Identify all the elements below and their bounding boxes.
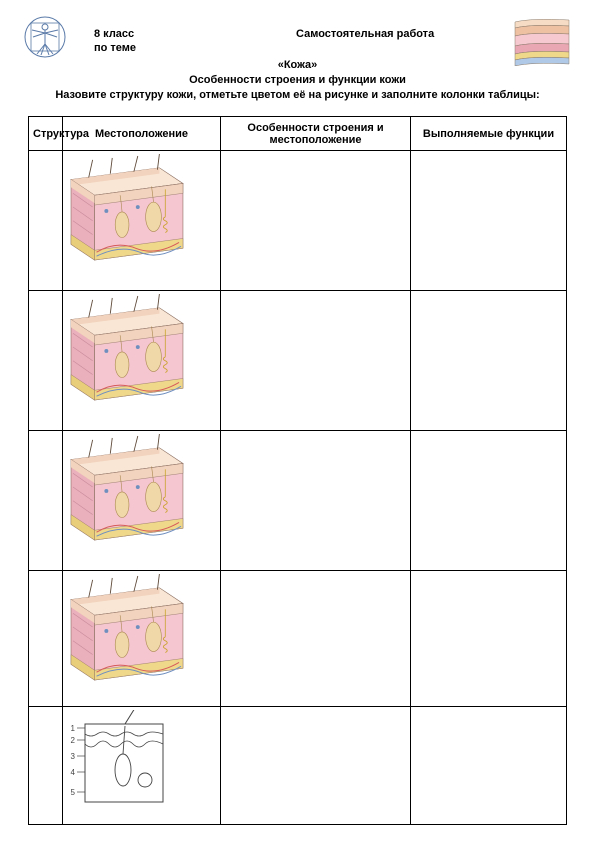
table-row: [29, 151, 567, 291]
grade-line-2: по теме: [94, 42, 136, 54]
cell-features[interactable]: [221, 151, 411, 291]
cell-functions[interactable]: [411, 151, 567, 291]
table-row: [29, 291, 567, 431]
grade-line-1: 8 класс: [94, 28, 134, 40]
cell-functions[interactable]: [411, 707, 567, 825]
table-row: [29, 571, 567, 707]
cell-features[interactable]: [221, 571, 411, 707]
title-quoted: «Кожа»: [28, 58, 567, 73]
table-row: [29, 707, 567, 825]
cell-structure[interactable]: [29, 571, 63, 707]
instruction: Назовите структуру кожи, отметьте цветом…: [28, 88, 567, 103]
center-block: «Кожа» Особенности строения и функции ко…: [28, 58, 567, 103]
col-functions: Выполняемые функции: [411, 117, 567, 151]
table-header-row: Структура Местоположение Особенности стр…: [29, 117, 567, 151]
header: 8 класс по теме Самостоятельная работа «…: [28, 24, 567, 116]
cell-structure[interactable]: [29, 431, 63, 571]
col-structure: Структура: [29, 117, 63, 151]
work-type: Самостоятельная работа: [296, 28, 434, 40]
subtitle: Особенности строения и функции кожи: [28, 73, 567, 88]
cell-structure[interactable]: [29, 151, 63, 291]
cell-features[interactable]: [221, 291, 411, 431]
table-row: [29, 431, 567, 571]
cell-location-image: [63, 291, 221, 431]
skin-cube-icon: [67, 154, 185, 264]
cell-functions[interactable]: [411, 571, 567, 707]
skin-cube-icon: [67, 294, 185, 404]
col-features: Особенности строения и местоположение: [221, 117, 411, 151]
cell-structure[interactable]: [29, 291, 63, 431]
skin-outline-icon: [67, 710, 167, 806]
cell-location-image: [63, 151, 221, 291]
cell-location-image: [63, 571, 221, 707]
cell-functions[interactable]: [411, 291, 567, 431]
cell-structure[interactable]: [29, 707, 63, 825]
cell-location-image: [63, 707, 221, 825]
worksheet-table: Структура Местоположение Особенности стр…: [28, 116, 567, 825]
page: 8 класс по теме Самостоятельная работа «…: [0, 0, 595, 842]
cell-features[interactable]: [221, 707, 411, 825]
skin-cube-icon: [67, 434, 185, 544]
skin-cube-icon: [67, 574, 185, 684]
cell-features[interactable]: [221, 431, 411, 571]
vitruvian-icon: [22, 14, 68, 60]
cell-location-image: [63, 431, 221, 571]
cell-functions[interactable]: [411, 431, 567, 571]
grade-label: 8 класс по теме: [94, 28, 136, 56]
